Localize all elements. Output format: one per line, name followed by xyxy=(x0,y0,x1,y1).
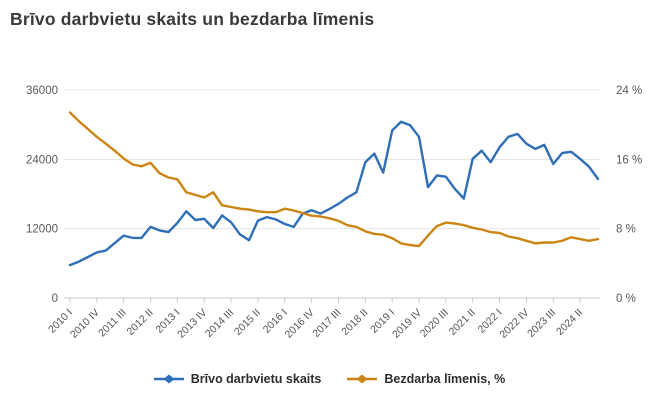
x-axis-tick-label: 2024 II xyxy=(554,307,585,338)
x-axis-tick-label: 2017 III xyxy=(310,307,343,340)
right-axis-tick-label: 0 % xyxy=(616,293,636,305)
chart-legend: Brīvo darbvietu skaits Bezdarba līmenis,… xyxy=(0,372,659,386)
left-axis-tick-label: 0 xyxy=(52,293,58,305)
x-axis-tick-label: 2022 IV xyxy=(497,307,531,341)
right-axis-tick-label: 8 % xyxy=(616,224,636,236)
legend-label-unemployment: Bezdarba līmenis, % xyxy=(384,372,506,386)
legend-item-vacancies[interactable]: Brīvo darbvietu skaits xyxy=(153,372,322,386)
x-axis-tick-label: 2020 III xyxy=(418,307,451,340)
vacancies-line-marker-icon xyxy=(153,374,184,384)
left-axis-tick-label: 24000 xyxy=(26,154,58,166)
unemployment-line-marker-icon xyxy=(347,374,378,384)
page-title: Brīvo darbvietu skaits un bezdarba līmen… xyxy=(10,9,375,29)
x-axis-tick-label: 2021 II xyxy=(447,307,478,338)
x-axis-tick-label: 2014 III xyxy=(203,307,236,340)
x-axis-tick-label: 2015 II xyxy=(232,307,263,338)
left-axis-tick-label: 36000 xyxy=(26,85,58,97)
left-axis-tick-label: 12000 xyxy=(26,224,58,236)
legend-label-vacancies: Brīvo darbvietu skaits xyxy=(190,372,322,386)
x-axis-tick-label: 2019 IV xyxy=(390,307,424,341)
x-axis-tick-label: 2016 IV xyxy=(283,307,317,341)
right-axis-tick-label: 16 % xyxy=(616,154,642,166)
x-axis-tick-label: 2012 II xyxy=(124,307,155,338)
x-axis-tick-label: 2018 II xyxy=(339,307,370,338)
vacancies-line xyxy=(68,120,600,267)
x-axis-tick-label: 2011 III xyxy=(96,307,129,340)
x-axis-tick-label: 2013 IV xyxy=(175,307,209,341)
unemployment-line xyxy=(68,111,600,248)
x-axis-tick-label: 2010 IV xyxy=(68,307,102,341)
legend-item-unemployment[interactable]: Bezdarba līmenis, % xyxy=(347,372,505,386)
right-axis-tick-label: 24 % xyxy=(616,85,642,97)
x-axis-tick-label: 2023 III xyxy=(525,307,558,340)
